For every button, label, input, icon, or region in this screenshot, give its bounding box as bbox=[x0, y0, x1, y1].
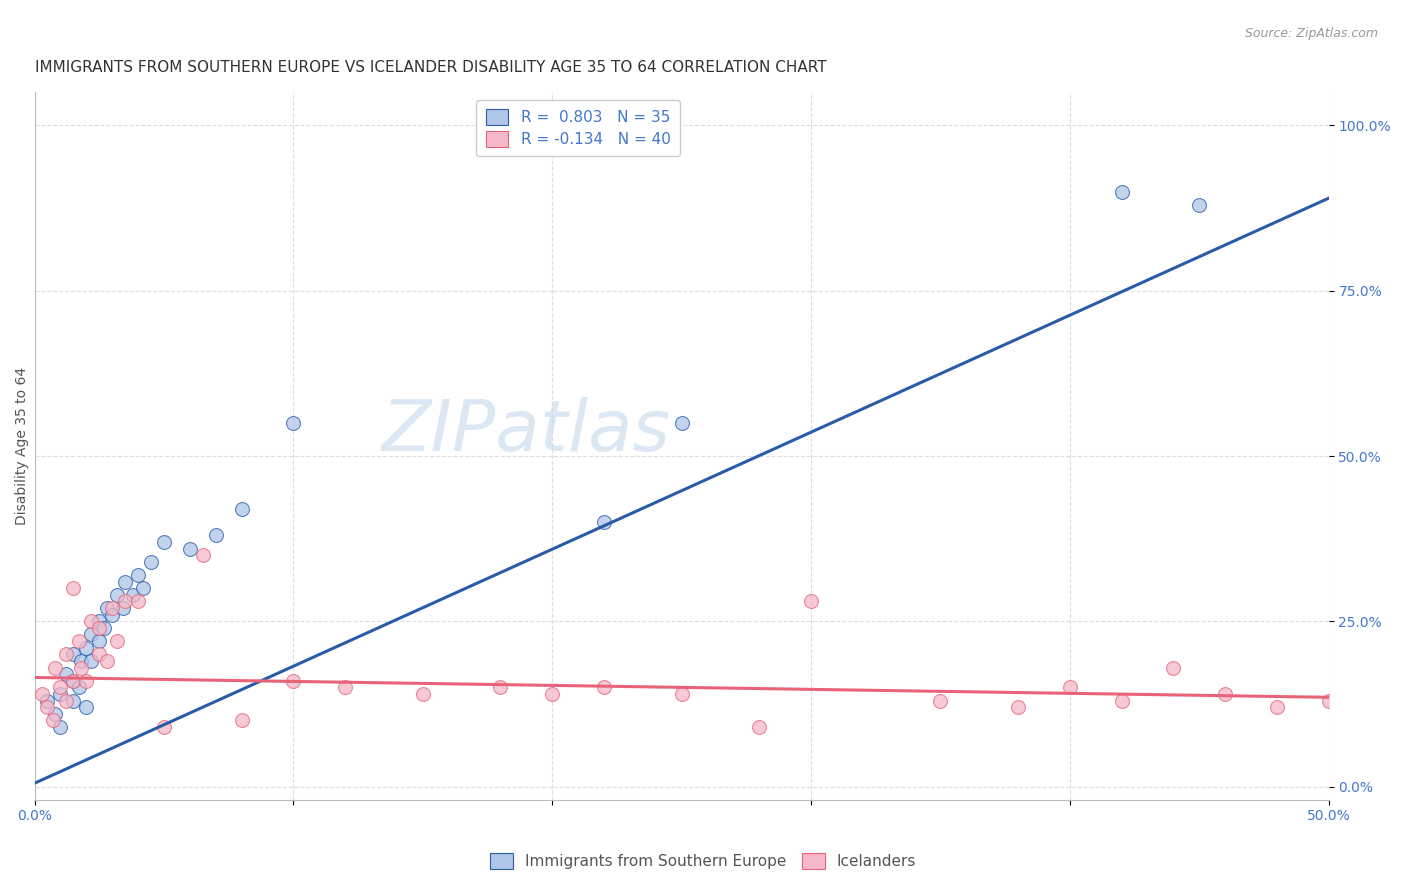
Point bbox=[111, 601, 134, 615]
Point bbox=[593, 681, 616, 695]
Point bbox=[55, 667, 77, 681]
Point bbox=[89, 621, 111, 635]
Point bbox=[55, 693, 77, 707]
Text: Source: ZipAtlas.com: Source: ZipAtlas.com bbox=[1244, 27, 1378, 40]
Point bbox=[96, 654, 118, 668]
Point bbox=[89, 614, 111, 628]
Point bbox=[75, 640, 97, 655]
Point bbox=[1111, 185, 1133, 199]
Point bbox=[1317, 693, 1340, 707]
Point bbox=[31, 687, 53, 701]
Point bbox=[80, 654, 103, 668]
Point bbox=[62, 648, 84, 662]
Point bbox=[80, 614, 103, 628]
Point bbox=[929, 693, 952, 707]
Legend: Immigrants from Southern Europe, Icelanders: Immigrants from Southern Europe, Iceland… bbox=[484, 847, 922, 875]
Point bbox=[70, 654, 93, 668]
Point bbox=[37, 693, 59, 707]
Point bbox=[1163, 660, 1185, 674]
Point bbox=[748, 720, 770, 734]
Point bbox=[671, 687, 693, 701]
Text: IMMIGRANTS FROM SOUTHERN EUROPE VS ICELANDER DISABILITY AGE 35 TO 64 CORRELATION: IMMIGRANTS FROM SOUTHERN EUROPE VS ICELA… bbox=[35, 60, 827, 75]
Point bbox=[114, 594, 136, 608]
Point bbox=[62, 673, 84, 688]
Point bbox=[49, 720, 72, 734]
Point bbox=[122, 588, 145, 602]
Point bbox=[153, 535, 176, 549]
Point bbox=[191, 548, 214, 562]
Point bbox=[75, 673, 97, 688]
Point bbox=[231, 714, 253, 728]
Point bbox=[55, 648, 77, 662]
Point bbox=[489, 681, 512, 695]
Point bbox=[179, 541, 201, 556]
Point bbox=[67, 634, 90, 648]
Point bbox=[1188, 198, 1211, 212]
Point bbox=[139, 555, 162, 569]
Point bbox=[127, 568, 149, 582]
Point bbox=[41, 714, 63, 728]
Point bbox=[49, 687, 72, 701]
Point bbox=[1059, 681, 1081, 695]
Point bbox=[80, 627, 103, 641]
Point bbox=[105, 634, 128, 648]
Point bbox=[89, 648, 111, 662]
Point bbox=[89, 634, 111, 648]
Point bbox=[800, 594, 823, 608]
Point bbox=[541, 687, 564, 701]
Point bbox=[412, 687, 434, 701]
Text: ZIPatlas: ZIPatlas bbox=[382, 398, 671, 467]
Point bbox=[283, 416, 305, 430]
Point bbox=[105, 588, 128, 602]
Point bbox=[44, 706, 66, 721]
Point bbox=[231, 502, 253, 516]
Point bbox=[1265, 700, 1288, 714]
Point bbox=[1213, 687, 1236, 701]
Point bbox=[101, 601, 124, 615]
Legend: R =  0.803   N = 35, R = -0.134   N = 40: R = 0.803 N = 35, R = -0.134 N = 40 bbox=[477, 100, 679, 156]
Point bbox=[1111, 693, 1133, 707]
Point bbox=[44, 660, 66, 674]
Y-axis label: Disability Age 35 to 64: Disability Age 35 to 64 bbox=[15, 367, 30, 525]
Point bbox=[37, 700, 59, 714]
Point bbox=[67, 681, 90, 695]
Point bbox=[127, 594, 149, 608]
Point bbox=[62, 693, 84, 707]
Point bbox=[671, 416, 693, 430]
Point bbox=[1007, 700, 1029, 714]
Point bbox=[132, 581, 155, 595]
Point bbox=[114, 574, 136, 589]
Point bbox=[75, 700, 97, 714]
Point bbox=[49, 681, 72, 695]
Point bbox=[96, 601, 118, 615]
Point bbox=[70, 660, 93, 674]
Point bbox=[593, 515, 616, 529]
Point bbox=[153, 720, 176, 734]
Point bbox=[93, 621, 115, 635]
Point bbox=[62, 581, 84, 595]
Point bbox=[62, 673, 84, 688]
Point bbox=[204, 528, 226, 542]
Point bbox=[333, 681, 356, 695]
Point bbox=[101, 607, 124, 622]
Point bbox=[283, 673, 305, 688]
